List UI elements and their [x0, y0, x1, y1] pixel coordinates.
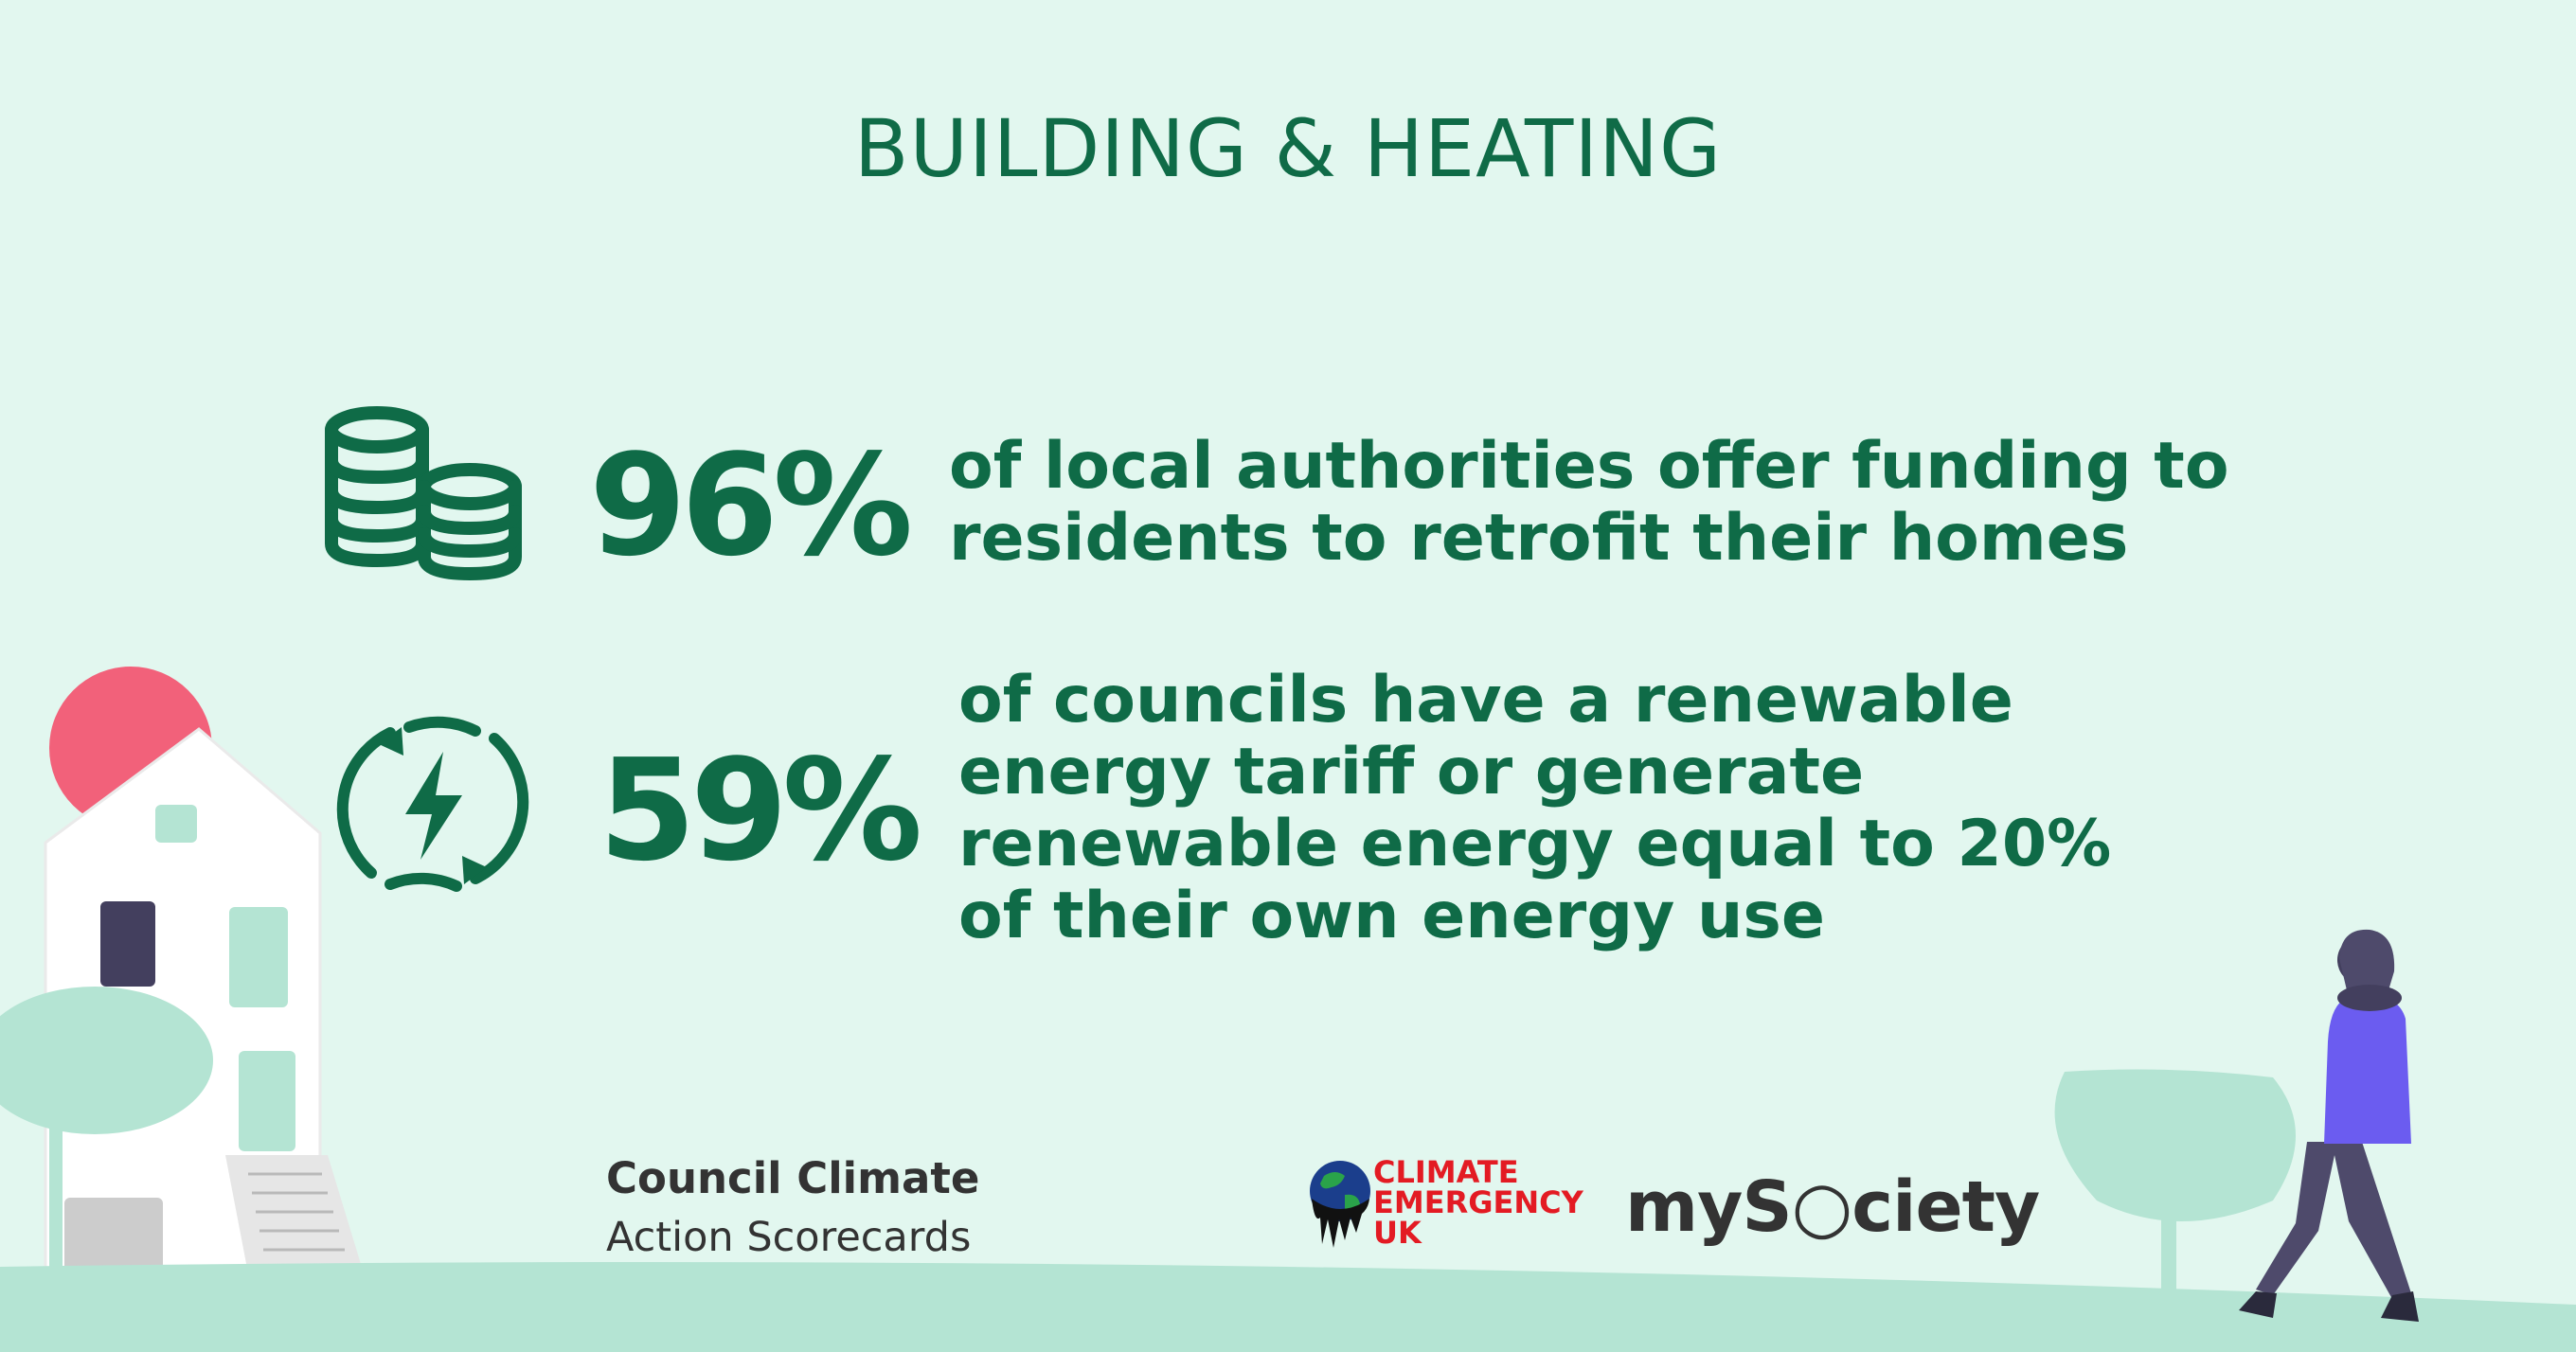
stat-text-line: residents to retrofit their homes — [949, 501, 2129, 576]
ground-shape — [0, 1262, 2576, 1352]
stat-value-renewable: 59% — [599, 729, 922, 892]
coins-icon — [325, 406, 522, 581]
house-illustration — [44, 727, 364, 1275]
stat-text-line: of their own energy use — [958, 879, 1826, 953]
stat-text-line: of councils have a renewable — [958, 663, 2013, 738]
climate-emergency-uk-logo: CLIMATE EMERGENCY UK — [1373, 1157, 1601, 1248]
mysociety-logo: myS○ciety — [1625, 1166, 2040, 1248]
stat-text-line: of local authorities offer funding to — [949, 429, 2229, 504]
globe-logo-icon — [1310, 1161, 1370, 1248]
cee-line: CLIMATE — [1373, 1154, 1519, 1190]
scorecards-logo-line2: Action Scorecards — [606, 1214, 972, 1261]
right-tree-illustration — [2054, 1069, 2296, 1290]
stat-value-funding: 96% — [589, 424, 913, 587]
renewable-energy-icon — [336, 716, 529, 892]
page-title: BUILDING & HEATING — [853, 102, 1723, 195]
left-tree-illustration — [0, 987, 213, 1269]
cee-line: EMERGENCY — [1373, 1184, 1583, 1220]
stat-description-funding: of local authorities offer funding to re… — [949, 431, 2229, 575]
stat-text-line: renewable energy equal to 20% — [958, 807, 2112, 881]
stat-text-line: energy tariff or generate — [958, 735, 1865, 809]
walking-person-illustration — [2239, 929, 2419, 1322]
cee-line: UK — [1373, 1215, 1422, 1251]
scorecards-logo-line1: Council Climate — [606, 1153, 980, 1203]
stat-description-renewable: of councils have a renewable energy tari… — [958, 665, 2111, 952]
